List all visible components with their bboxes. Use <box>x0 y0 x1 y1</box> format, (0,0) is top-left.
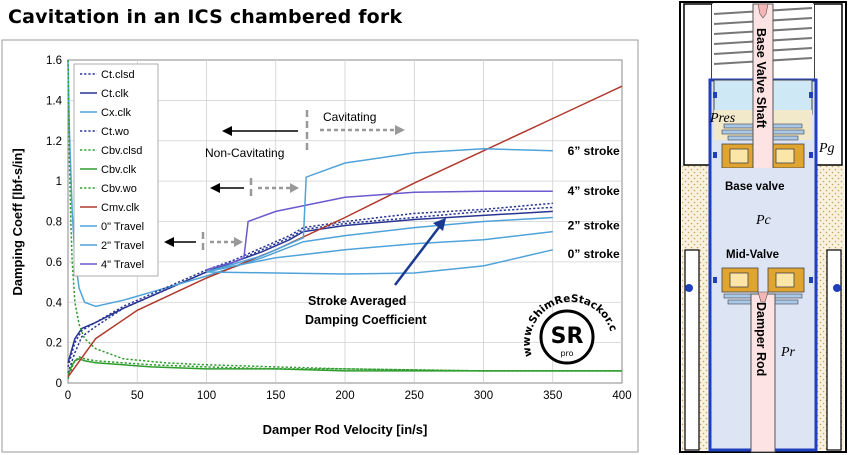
legend-item: Ct.clsd <box>101 69 135 81</box>
y-tick-label: 1.4 <box>46 95 63 107</box>
series-line-6 <box>67 59 622 372</box>
non-cavitating-label: Non-Cavitating <box>205 146 284 160</box>
legend-box <box>73 63 159 277</box>
x-axis-label: Damper Rod Velocity [in/s] <box>263 422 428 437</box>
stroke-labels: 6” stroke 4” stroke 2” stroke 0” stroke <box>568 144 620 261</box>
x-tick-label: 0 <box>65 390 71 402</box>
base-valve-label: Base valve <box>725 181 784 193</box>
y-tick-label: 0.2 <box>46 338 62 350</box>
pg-label: Pg <box>818 141 835 156</box>
base-valve-shaft-label: Base Valve Shaft <box>754 28 768 129</box>
stroke-averaged-label-1: Stroke Averaged <box>308 294 406 308</box>
series-line-7 <box>67 85 623 378</box>
stroke-label: 4” stroke <box>568 184 620 198</box>
stroke-label: 6” stroke <box>568 144 620 158</box>
stroke-line-6in <box>206 148 553 273</box>
x-tick-label: 350 <box>543 390 562 402</box>
x-tick-label: 400 <box>612 390 631 402</box>
cavitation-arrows <box>164 110 446 286</box>
logo-sub-text: pro <box>560 349 573 358</box>
y-tick-label: 1.2 <box>46 136 62 148</box>
series-line-8 <box>206 249 553 275</box>
legend-item: Ct.clk <box>101 88 129 100</box>
pr-label: Pr <box>780 345 796 360</box>
damper-rod-label: Damper Rod <box>754 302 768 376</box>
y-tick-label: 0.6 <box>46 257 62 269</box>
stroke-label: 2” stroke <box>568 219 620 233</box>
legend-item: 4" Travel <box>101 259 144 271</box>
series-line-10 <box>206 190 553 271</box>
gridlines <box>68 60 622 383</box>
stroke-averaged-label-2: Damping Coefficient <box>305 313 427 327</box>
pc-label: Pc <box>755 213 772 228</box>
legend-item: 0" Travel <box>101 221 144 233</box>
y-tick-label: 0.8 <box>46 217 62 229</box>
legend-item: Cbv.clk <box>101 164 137 176</box>
legend-item: Cmv.clk <box>101 202 140 214</box>
legend-item: Cbv.wo <box>101 183 137 195</box>
tick-labels: 0 50 100 150 200 250 300 350 400 0 0.2 0.4 0.6 0.8 1 1.… <box>46 55 632 402</box>
y-tick-label: 0.4 <box>46 297 63 309</box>
fork-diagram: Base Valve Shaft Damper Rod Pres Pg Base… <box>679 1 847 453</box>
x-tick-label: 250 <box>405 390 424 402</box>
x-tick-label: 50 <box>131 390 144 402</box>
x-tick-label: 200 <box>335 390 354 402</box>
y-axis-label: Damping Coeff [lbf-s/in] <box>10 148 25 295</box>
series-line-2 <box>67 59 553 308</box>
series-line-3 <box>67 202 553 368</box>
page-title: Cavitation in an ICS chambered fork <box>8 6 403 28</box>
legend-item: Cbv.clsd <box>101 145 142 157</box>
legend-item: Ct.wo <box>101 126 129 138</box>
damping-chart: 0 50 100 150 200 250 300 350 400 0 0.2 0.4 0.6 0.8 1 1.… <box>0 0 639 453</box>
series-line-5 <box>67 357 622 376</box>
legend-item: Cx.clk <box>101 107 131 119</box>
series-line-1 <box>67 210 553 364</box>
pres-label: Pres <box>709 111 736 126</box>
logo-text: SR <box>551 324 584 349</box>
stroke-label: 0” stroke <box>568 247 620 261</box>
y-tick-label: 0 <box>56 378 62 390</box>
y-tick-label: 1 <box>56 176 62 188</box>
x-tick-label: 300 <box>474 390 493 402</box>
series-lines <box>67 59 623 380</box>
x-tick-label: 150 <box>266 390 285 402</box>
y-tick-label: 1.6 <box>46 55 62 67</box>
mid-valve-label: Mid-Valve <box>726 249 779 261</box>
series-line-9 <box>206 230 553 273</box>
cavitating-label: Cavitating <box>323 110 376 124</box>
x-tick-label: 100 <box>197 390 216 402</box>
legend: Ct.clsd Ct.clk Cx.clk Ct.wo Cbv.clsd Cbv.clk C… <box>73 63 159 277</box>
legend-item: 2" Travel <box>101 240 144 252</box>
